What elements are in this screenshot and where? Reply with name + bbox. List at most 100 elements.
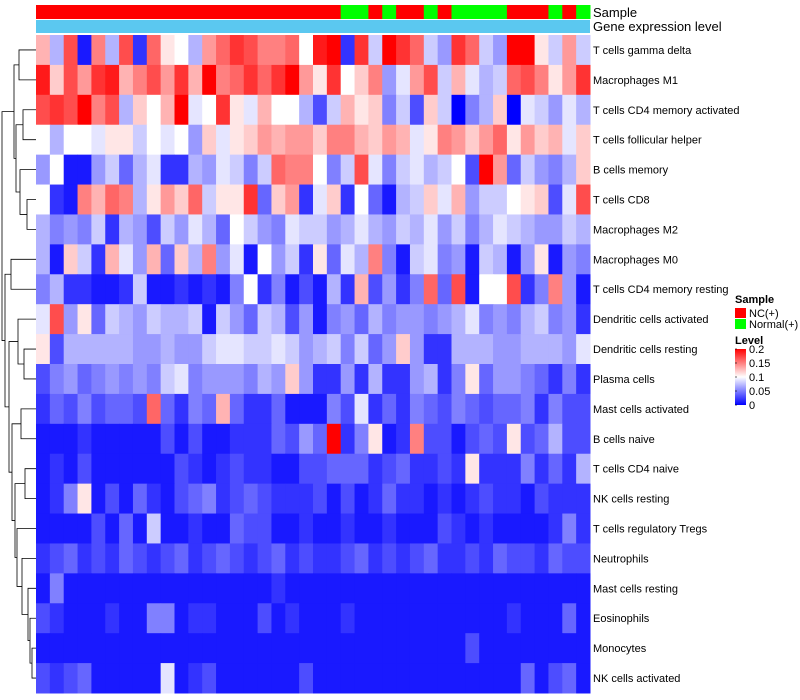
heatmap-cell: [451, 244, 466, 275]
heatmap-cell: [409, 124, 425, 156]
heatmap-cell: [105, 423, 120, 455]
heatmap-cell: [202, 244, 217, 275]
heatmap-cell: [202, 633, 217, 664]
heatmap-cell: [299, 214, 314, 245]
heatmap-cell: [49, 304, 65, 335]
heatmap-cell: [409, 453, 425, 485]
heatmap-cell: [299, 364, 314, 395]
heatmap-cell: [285, 423, 300, 455]
heatmap-cell: [216, 393, 231, 425]
heatmap-cell: [202, 453, 217, 485]
heatmap-cell: [326, 453, 342, 485]
heatmap-cell: [548, 124, 563, 156]
heatmap-cell: [368, 513, 383, 544]
heatmap-cell: [576, 35, 591, 66]
heatmap-cell: [271, 393, 286, 425]
heatmap-cell: [396, 663, 411, 694]
heatmap-cell: [520, 94, 536, 126]
sample-annotation-cell: [465, 5, 480, 19]
heatmap-cell: [63, 244, 79, 275]
heatmap-cell: [368, 184, 383, 215]
heatmap-cell: [174, 633, 189, 664]
heatmap-cell: [188, 603, 203, 634]
heatmap-cell: [313, 64, 328, 96]
heatmap-cell: [423, 663, 439, 694]
heatmap-cell: [271, 483, 286, 515]
heatmap-cell: [409, 35, 425, 66]
heatmap-cell: [229, 543, 245, 574]
heatmap-cell: [229, 184, 245, 215]
heatmap-cell: [257, 483, 272, 515]
heatmap-cell: [49, 603, 65, 634]
heatmap-cell: [396, 393, 411, 425]
heatmap-cell: [36, 35, 51, 66]
heatmap-cell: [409, 154, 425, 186]
heatmap-cell: [340, 124, 356, 156]
heatmap-cell: [354, 214, 369, 245]
heatmap-cell: [520, 633, 536, 664]
heatmap-cell: [119, 124, 134, 156]
dendrogram-branch: [27, 587, 36, 642]
heatmap-cell: [174, 274, 189, 305]
heatmap-cell: [382, 244, 397, 275]
heatmap-cell: [562, 603, 577, 634]
heatmap-cell: [548, 64, 563, 96]
heatmap-cell: [548, 513, 563, 544]
heatmap-cell: [49, 573, 65, 604]
heatmap-cell: [257, 334, 272, 365]
heatmap-cell: [340, 64, 356, 96]
heatmap-cell: [437, 633, 452, 664]
heatmap-cell: [202, 603, 217, 634]
heatmap-cell: [202, 334, 217, 365]
heatmap-cell: [160, 453, 175, 485]
heatmap-cell: [576, 304, 591, 335]
heatmap-cell: [105, 304, 120, 335]
row-label: Eosinophils: [593, 613, 650, 625]
sample-annotation-cell: [423, 5, 439, 19]
row-label: Macrophages M1: [593, 75, 678, 87]
heatmap-cell: [479, 94, 494, 126]
heatmap-cell: [188, 573, 203, 604]
heatmap-cell: [548, 453, 563, 485]
heatmap-cell: [188, 64, 203, 96]
heatmap-cell: [313, 124, 328, 156]
heatmap-cell: [340, 423, 356, 455]
heatmap-cell: [562, 543, 577, 574]
heatmap-cell: [188, 184, 203, 215]
heatmap-cell: [160, 64, 175, 96]
heatmap-cell: [562, 184, 577, 215]
heatmap-cell: [119, 483, 134, 515]
heatmap-cell: [354, 393, 369, 425]
heatmap-cell: [160, 603, 175, 634]
heatmap-cell: [576, 423, 591, 455]
heatmap-cell: [216, 154, 231, 186]
heatmap-cell: [465, 543, 480, 574]
sample-annotation-cell: [354, 5, 369, 19]
heatmap-cell: [313, 94, 328, 126]
heatmap-cell: [202, 364, 217, 395]
heatmap-cell: [562, 573, 577, 604]
heatmap-cell: [562, 124, 577, 156]
heatmap-cell: [146, 393, 162, 425]
heatmap-cell: [409, 214, 425, 245]
heatmap-cell: [91, 124, 106, 156]
heatmap-cell: [105, 64, 120, 96]
row-label: Mast cells resting: [593, 583, 678, 595]
heatmap-cell: [188, 154, 203, 186]
heatmap-cell: [146, 334, 162, 365]
heatmap-cell: [354, 274, 369, 305]
heatmap-cell: [340, 304, 356, 335]
heatmap-cell: [465, 154, 480, 186]
heatmap-cell: [451, 64, 466, 96]
heatmap-cell: [188, 483, 203, 515]
heatmap-cell: [188, 633, 203, 664]
heatmap-cell: [77, 214, 92, 245]
heatmap-cell: [313, 393, 328, 425]
heatmap-cell: [479, 334, 494, 365]
heatmap-cell: [409, 274, 425, 305]
heatmap-cell: [493, 633, 508, 664]
heatmap-cell: [437, 304, 452, 335]
heatmap-cell: [548, 184, 563, 215]
heatmap-cell: [465, 94, 480, 126]
legend-sample-title: Sample: [735, 294, 774, 306]
